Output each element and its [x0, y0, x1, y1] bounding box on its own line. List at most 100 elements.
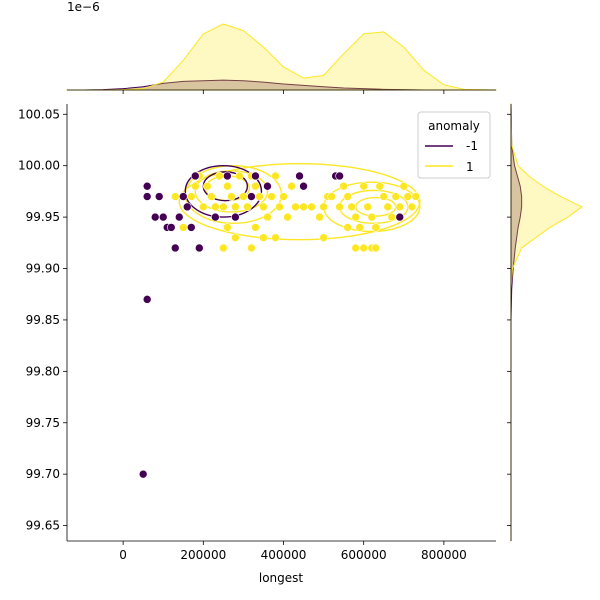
x-tick-label: 800000: [421, 548, 467, 562]
right-marginal-kde: [507, 103, 583, 542]
scatter-point-1: [355, 223, 364, 232]
scatter-point-neg1: [231, 212, 240, 222]
scatter-point-1: [178, 223, 188, 232]
scatter-point-neg1: [150, 212, 160, 222]
scatter-point-neg1: [186, 223, 196, 232]
scatter-point-neg1: [158, 212, 168, 222]
scatter-point-1: [339, 181, 348, 191]
scatter-point-1: [335, 202, 344, 212]
scatter-point-1: [211, 202, 220, 212]
scatter-point-1: [411, 192, 421, 201]
scatter-point-neg1: [195, 243, 204, 253]
scatter-point-neg1: [223, 171, 232, 181]
y-tick-label: 99.90: [26, 262, 60, 276]
scatter-point-1: [243, 202, 252, 212]
scatter-point-1: [199, 202, 208, 212]
scatter-point-neg1: [263, 181, 272, 191]
scatter-point-neg1: [166, 223, 176, 232]
y-tick-label: 99.80: [26, 364, 60, 378]
scatter-point-1: [279, 192, 288, 201]
scatter-point-1: [263, 212, 272, 222]
x-tick-label: 0: [119, 548, 127, 562]
scatter-point-1: [375, 181, 385, 191]
top-kde-1: [66, 23, 497, 91]
legend-box: [417, 111, 491, 179]
scatter-point-1: [291, 202, 300, 212]
scatter-point-neg1: [174, 212, 184, 222]
scatter-point-1: [343, 192, 352, 201]
scatter-point-neg1: [170, 243, 180, 253]
x-tick-label: 600000: [341, 548, 387, 562]
scatter-point-neg1: [142, 192, 152, 201]
y-tick-label: 99.75: [26, 416, 60, 430]
scatter-point-1: [231, 233, 240, 242]
scatter-point-1: [223, 181, 232, 191]
main-plot-area: 0 200000 400000 600000 800000 99.65 99.70 99.7…: [18, 104, 496, 562]
scatter-point-1: [219, 202, 228, 212]
scatter-point-1: [239, 192, 248, 201]
legend-title: anomaly: [428, 119, 480, 133]
scatter-point-1: [359, 181, 368, 191]
scatter-point-1: [247, 243, 256, 253]
kde-contour-1: [178, 162, 421, 241]
scatter-point-1: [219, 243, 228, 253]
top-marginal-scale-label: 1e−6: [67, 0, 100, 14]
scatter-point-1: [215, 171, 224, 181]
axes-frame: [66, 104, 496, 542]
scatter-point-1: [407, 202, 417, 212]
scatter-point-neg1: [142, 181, 152, 191]
scatter-point-1: [359, 243, 368, 253]
scatter-point-neg1: [251, 171, 260, 181]
scatter-point-neg1: [395, 212, 405, 222]
scatter-point-1: [379, 192, 389, 201]
scatter-point-1: [259, 233, 268, 242]
scatter-point-1: [203, 181, 212, 191]
y-tick-label: 100.05: [18, 107, 60, 121]
scatter-point-1: [271, 171, 280, 181]
scatter-point-1: [327, 192, 336, 201]
scatter-point-neg1: [190, 171, 200, 181]
scatter-point-1: [255, 192, 264, 201]
y-tick-label: 99.70: [26, 467, 60, 481]
scatter-point-1: [227, 192, 236, 201]
scatter-point-1: [363, 202, 373, 212]
scatter-point-1: [351, 212, 360, 222]
legend-label-neg1: -1: [466, 139, 478, 153]
scatter-point-neg1: [295, 171, 304, 181]
right-kde-neg1: [510, 103, 523, 542]
scatter-point-neg1: [182, 202, 192, 212]
scatter-point-1: [343, 223, 352, 232]
scatter-point-1: [315, 212, 324, 222]
scatter-point-1: [383, 202, 393, 212]
scatter-point-1: [186, 192, 196, 201]
scatter-point-neg1: [335, 171, 344, 181]
scatter-point-neg1: [211, 212, 220, 222]
scatter-point-1: [235, 171, 244, 181]
scatter-point-1: [170, 192, 180, 201]
scatter-points: [138, 171, 421, 479]
scatter-point-neg1: [154, 192, 164, 201]
scatter-point-1: [387, 212, 397, 222]
scatter-point-1: [267, 192, 276, 201]
scatter-point-1: [283, 212, 292, 222]
scatter-point-1: [307, 202, 316, 212]
legend-label-1: 1: [466, 160, 474, 174]
legend: anomaly -1 1: [417, 111, 491, 179]
x-axis-ticks: 0 200000 400000 600000 800000: [119, 541, 467, 562]
scatter-point-neg1: [138, 469, 148, 479]
y-tick-label: 100.00: [18, 159, 60, 173]
scatter-point-1: [271, 233, 280, 242]
scatter-point-1: [319, 202, 328, 212]
scatter-point-neg1: [142, 295, 152, 304]
scatter-point-neg1: [178, 192, 188, 201]
scatter-point-1: [259, 202, 268, 212]
scatter-point-1: [275, 202, 284, 212]
scatter-point-1: [371, 243, 381, 253]
x-tick-label: 400000: [261, 548, 307, 562]
scatter-point-1: [371, 223, 381, 232]
y-tick-label: 99.85: [26, 313, 60, 327]
scatter-point-1: [287, 181, 296, 191]
scatter-point-1: [347, 202, 356, 212]
scatter-point-1: [367, 212, 377, 222]
